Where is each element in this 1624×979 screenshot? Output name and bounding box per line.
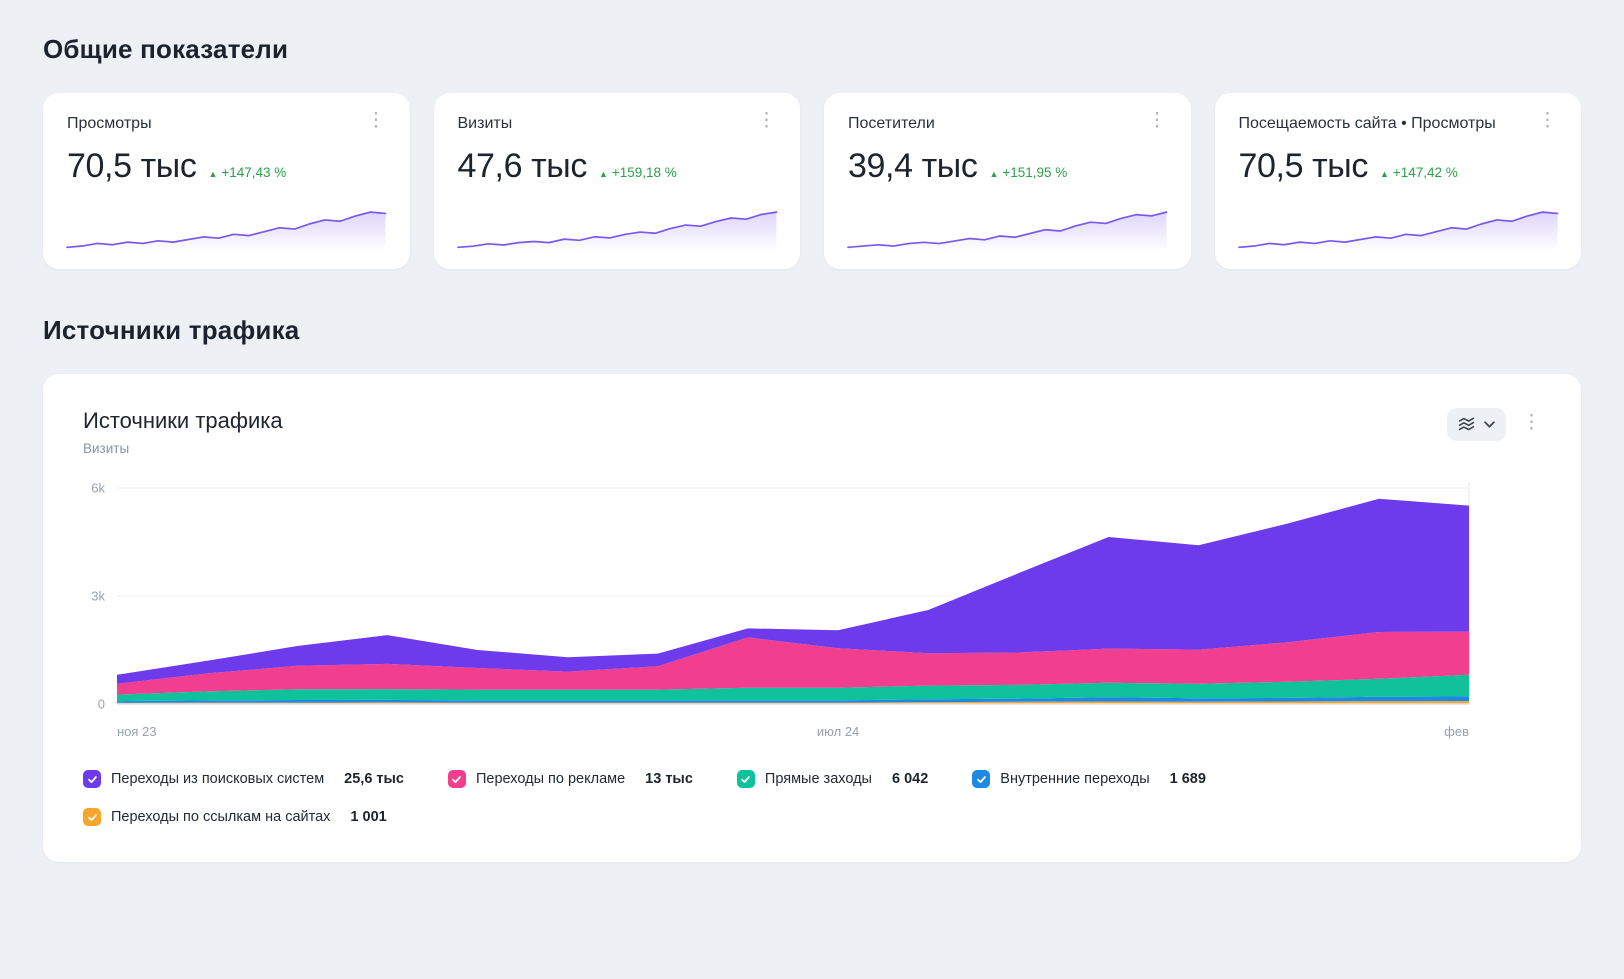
card-title: Просмотры xyxy=(67,115,152,132)
checkbox-checked-icon[interactable] xyxy=(972,770,991,788)
up-triangle-icon: ▲ xyxy=(598,168,608,179)
checkbox-checked-icon[interactable] xyxy=(447,770,466,788)
kebab-icon: ⋮ xyxy=(1147,110,1167,131)
metric-value: 47,6 тыс xyxy=(457,146,588,185)
stacked-area-chart: 0 3k 6k ноя 23 июл 24 фев xyxy=(83,474,1541,746)
traffic-card-header: Источники трафика Визиты xyxy=(83,408,1541,456)
legend-row-2: Переходы по ссылкам на сайтах 1 001 xyxy=(83,808,1541,826)
checkbox-checked-icon[interactable] xyxy=(736,770,755,788)
chart-legend: Переходы из поисковых систем 25,6 тыс Пе… xyxy=(83,770,1541,826)
card-title: Посетители xyxy=(848,115,935,132)
svg-text:ноя 23: ноя 23 xyxy=(117,724,157,739)
card-title: Визиты xyxy=(457,115,513,132)
legend-label: Внутренние переходы xyxy=(1000,771,1150,787)
kebab-icon: ⋮ xyxy=(366,110,386,131)
metric-row: 47,6 тыс ▲ +159,18 % xyxy=(458,147,777,186)
kebab-icon: ⋮ xyxy=(757,110,776,131)
legend-value: 6 042 xyxy=(891,771,929,787)
traffic-menu-button[interactable]: ⋮ xyxy=(1518,412,1545,434)
metric-delta: ▲ +147,42 % xyxy=(1380,165,1458,180)
summary-card-views: Просмотры ⋮ 70,5 тыс ▲ +147,43 % xyxy=(43,93,410,269)
metric-value: 70,5 тыс xyxy=(1238,146,1369,185)
traffic-card-controls: ⋮ xyxy=(1447,408,1541,441)
legend-value: 1 001 xyxy=(350,809,387,825)
up-triangle-icon: ▲ xyxy=(989,168,999,179)
svg-text:июл 24: июл 24 xyxy=(817,724,859,739)
card-menu-button[interactable]: ⋮ xyxy=(753,110,780,132)
legend-row-1: Переходы из поисковых систем 25,6 тыс Пе… xyxy=(83,770,1541,788)
card-title: Посещаемость сайта • Просмотры xyxy=(1238,115,1496,132)
chevron-down-icon xyxy=(1484,421,1495,428)
metric-delta: ▲ +151,95 % xyxy=(989,165,1067,180)
sparkline-chart xyxy=(848,207,1167,251)
legend-item-internal[interactable]: Внутренние переходы 1 689 xyxy=(972,770,1206,788)
legend-item-direct[interactable]: Прямые заходы 6 042 xyxy=(736,770,929,788)
metric-row: 39,4 тыс ▲ +151,95 % xyxy=(848,147,1167,186)
card-header: Просмотры ⋮ xyxy=(67,110,386,135)
metric-row: 70,5 тыс ▲ +147,43 % xyxy=(67,147,386,186)
card-menu-button[interactable]: ⋮ xyxy=(1534,110,1561,132)
sparkline-chart xyxy=(458,207,777,251)
check-icon xyxy=(452,775,462,783)
summary-card-site-traffic-views: Посещаемость сайта • Просмотры ⋮ 70,5 ты… xyxy=(1214,93,1581,269)
delta-value: +147,43 % xyxy=(221,164,287,180)
legend-item-search-engines[interactable]: Переходы из поисковых систем 25,6 тыс xyxy=(83,770,404,788)
card-menu-button[interactable]: ⋮ xyxy=(363,110,390,132)
metric-value: 70,5 тыс xyxy=(67,146,197,185)
section-title-traffic-sources: Источники трафика xyxy=(43,315,300,345)
analytics-dashboard: Общие показатели Просмотры ⋮ 70,5 тыс ▲ +… xyxy=(43,34,1581,862)
traffic-sources-card: Источники трафика Визиты xyxy=(43,374,1581,862)
svg-text:6k: 6k xyxy=(91,481,105,496)
check-icon xyxy=(976,775,986,783)
section-title-general: Общие показатели xyxy=(43,34,289,64)
sparkline-chart xyxy=(1239,207,1558,251)
kebab-icon: ⋮ xyxy=(1522,412,1541,434)
stacked-area-chart-svg: 0 3k 6k ноя 23 июл 24 фев xyxy=(91,481,1470,739)
traffic-card-title: Источники трафика xyxy=(83,408,283,433)
check-icon xyxy=(87,813,97,821)
sparkline-chart xyxy=(67,207,386,251)
metric-delta: ▲ +159,18 % xyxy=(599,165,677,180)
delta-value: +159,18 % xyxy=(611,164,677,180)
legend-label: Переходы из поисковых систем xyxy=(111,771,325,787)
delta-value: +151,95 % xyxy=(1002,164,1068,180)
delta-value: +147,42 % xyxy=(1392,164,1458,180)
legend-label: Переходы по рекламе xyxy=(475,771,626,787)
summary-cards-row: Просмотры ⋮ 70,5 тыс ▲ +147,43 % Визиты ⋮… xyxy=(43,93,1581,269)
svg-text:3k: 3k xyxy=(91,589,105,604)
checkbox-checked-icon[interactable] xyxy=(83,808,101,826)
legend-label: Прямые заходы xyxy=(764,771,872,787)
svg-text:0: 0 xyxy=(98,697,105,712)
kebab-icon: ⋮ xyxy=(1538,110,1557,131)
metric-delta: ▲ +147,43 % xyxy=(208,165,286,180)
legend-value: 25,6 тыс xyxy=(344,771,404,787)
chart-type-button[interactable] xyxy=(1447,408,1506,441)
check-icon xyxy=(87,775,97,783)
metric-row: 70,5 тыс ▲ +147,42 % xyxy=(1239,147,1558,186)
legend-value: 1 689 xyxy=(1169,771,1206,787)
checkbox-checked-icon[interactable] xyxy=(83,770,101,788)
legend-value: 13 тыс xyxy=(645,771,693,787)
summary-card-visits: Визиты ⋮ 47,6 тыс ▲ +159,18 % xyxy=(433,93,800,269)
card-header: Посетители ⋮ xyxy=(848,110,1167,135)
up-triangle-icon: ▲ xyxy=(208,168,218,179)
legend-label: Переходы по ссылкам на сайтах xyxy=(111,809,331,825)
up-triangle-icon: ▲ xyxy=(1379,168,1389,179)
stacked-area-icon xyxy=(1458,417,1475,431)
summary-card-visitors: Посетители ⋮ 39,4 тыс ▲ +151,95 % xyxy=(824,93,1191,269)
legend-item-ads[interactable]: Переходы по рекламе 13 тыс xyxy=(447,770,693,788)
svg-text:фев: фев xyxy=(1444,724,1469,739)
metric-value: 39,4 тыс xyxy=(848,146,978,185)
traffic-card-titles: Источники трафика Визиты xyxy=(83,408,283,456)
check-icon xyxy=(741,775,751,783)
card-header: Визиты ⋮ xyxy=(457,110,780,135)
card-menu-button[interactable]: ⋮ xyxy=(1144,110,1171,132)
card-header: Посещаемость сайта • Просмотры ⋮ xyxy=(1238,110,1561,135)
traffic-card-subtitle: Визиты xyxy=(83,441,130,456)
legend-item-site-links[interactable]: Переходы по ссылкам на сайтах 1 001 xyxy=(83,808,387,826)
